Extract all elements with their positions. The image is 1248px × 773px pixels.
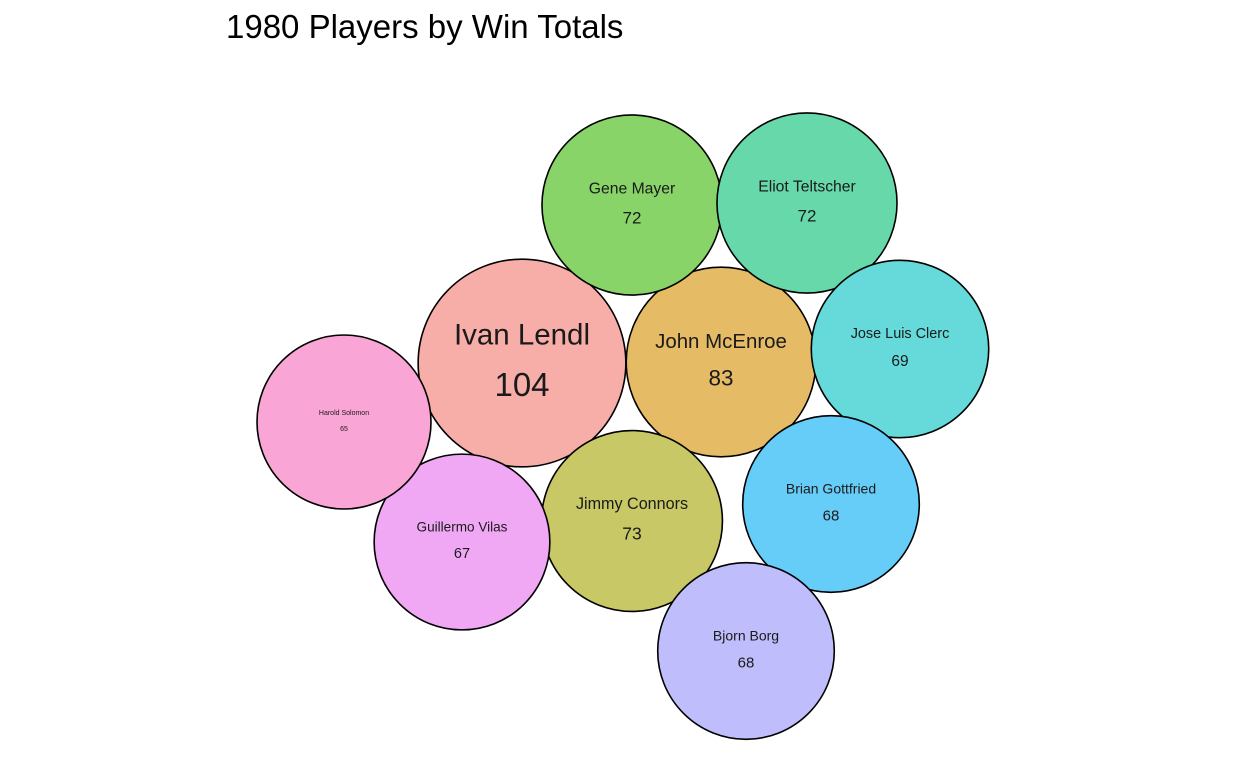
bubble-label: Guillermo Vilas: [417, 519, 508, 534]
bubble-jose-luis-clerc: Jose Luis Clerc 69: [810, 259, 990, 439]
bubble-circle: [656, 561, 836, 741]
bubble-circle: [417, 258, 627, 468]
bubble-value: 68: [738, 654, 755, 671]
bubble-value: 104: [494, 366, 549, 403]
bubble-value: 67: [454, 546, 470, 562]
bubble-bjorn-borg: Bjorn Borg 68: [656, 561, 836, 741]
bubble-john-mcenroe: John McEnroe 83: [625, 266, 817, 458]
chart-title: 1980 Players by Win Totals: [226, 8, 624, 45]
bubble-label: Gene Mayer: [589, 180, 676, 197]
bubble-label: Harold Solomon: [319, 410, 369, 417]
bubble-label: Jimmy Connors: [576, 495, 688, 513]
bubble-circle: [373, 453, 551, 631]
bubble-label: John McEnroe: [655, 330, 787, 353]
bubble-circle: [541, 114, 723, 296]
bubble-value: 73: [622, 524, 641, 544]
bubble-label: Eliot Teltscher: [758, 178, 856, 195]
bubble-label: Ivan Lendl: [454, 318, 590, 351]
bubble-label: Brian Gottfried: [786, 480, 876, 496]
bubble-guillermo-vilas: Guillermo Vilas 67: [373, 453, 551, 631]
bubble-label: Bjorn Borg: [713, 627, 779, 643]
bubble-value: 69: [891, 353, 908, 370]
bubble-ivan-lendl: Ivan Lendl 104: [417, 258, 627, 468]
bubble-brian-gottfried: Brian Gottfried 68: [741, 414, 921, 594]
bubble-value: 72: [798, 206, 817, 225]
bubble-circle: [741, 414, 921, 594]
bubble-value: 65: [340, 426, 348, 433]
bubble-value: 72: [623, 208, 642, 227]
bubble-circle: [810, 259, 990, 439]
bubble-label: Jose Luis Clerc: [851, 326, 950, 342]
bubble-harold-solomon: Harold Solomon 65: [256, 334, 432, 510]
bubble-circle: [716, 112, 898, 294]
bubble-value: 68: [823, 507, 840, 524]
bubble-gene-mayer: Gene Mayer 72: [541, 114, 723, 296]
bubble-circle: [256, 334, 432, 510]
bubble-eliot-teltscher: Eliot Teltscher 72: [716, 112, 898, 294]
bubble-value: 83: [708, 365, 733, 390]
bubble-jimmy-connors: Jimmy Connors 73: [540, 429, 724, 613]
